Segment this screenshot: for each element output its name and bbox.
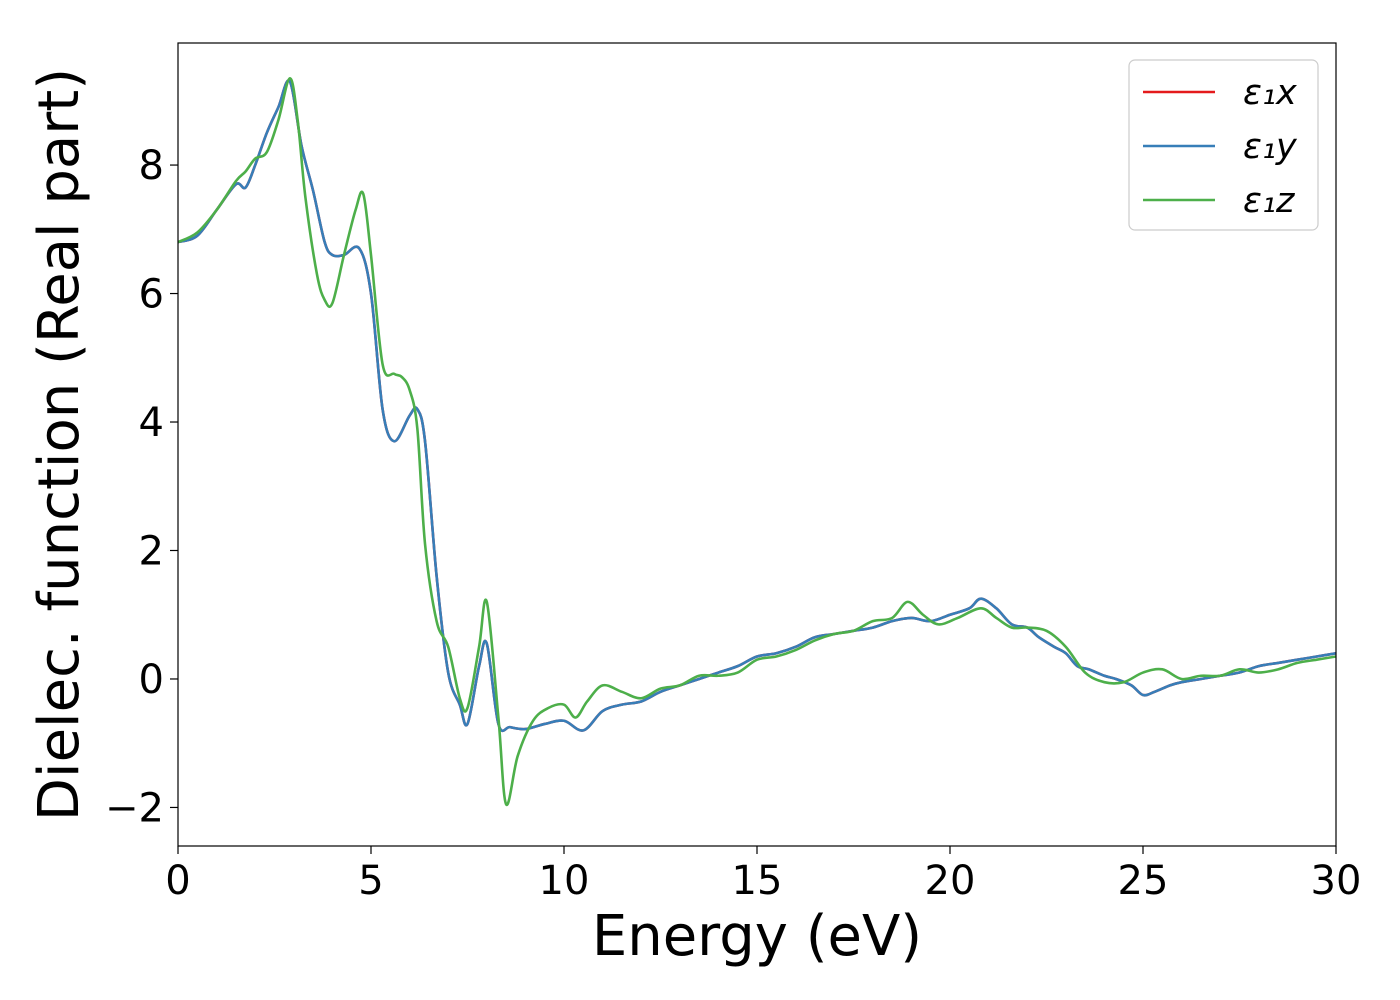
x-tick-label: 30 xyxy=(1311,858,1362,904)
y-axis-title: Dielec. function (Real part) xyxy=(27,68,92,821)
x-axis-title: Energy (eV) xyxy=(592,904,922,969)
x-tick-label: 10 xyxy=(539,858,590,904)
y-tick-label: 2 xyxy=(139,528,164,574)
legend-label: ε₁z xyxy=(1243,181,1295,221)
legend: ε₁x ε₁y ε₁z xyxy=(1128,59,1319,231)
series-layer xyxy=(178,77,1336,806)
x-tick-label: 15 xyxy=(732,858,783,904)
y-tick-label: 8 xyxy=(139,143,164,189)
y-tick-label: −2 xyxy=(105,785,164,831)
legend-label: ε₁y xyxy=(1243,127,1298,167)
y-tick-label: 0 xyxy=(139,657,164,703)
x-tick-label: 25 xyxy=(1118,858,1169,904)
legend-box xyxy=(1128,59,1319,231)
y-tick-label: 6 xyxy=(139,272,164,318)
y-tick-label: 4 xyxy=(139,400,164,446)
x-tick-label: 5 xyxy=(358,858,383,904)
x-tick-label: 0 xyxy=(165,858,190,904)
y-axis-ticks: −2 0 2 4 6 8 xyxy=(105,143,178,831)
legend-label: ε₁x xyxy=(1243,73,1297,113)
x-axis-ticks: 0 5 10 15 20 25 30 xyxy=(165,846,1361,904)
x-tick-label: 20 xyxy=(925,858,976,904)
series-line-3 xyxy=(178,77,1336,806)
